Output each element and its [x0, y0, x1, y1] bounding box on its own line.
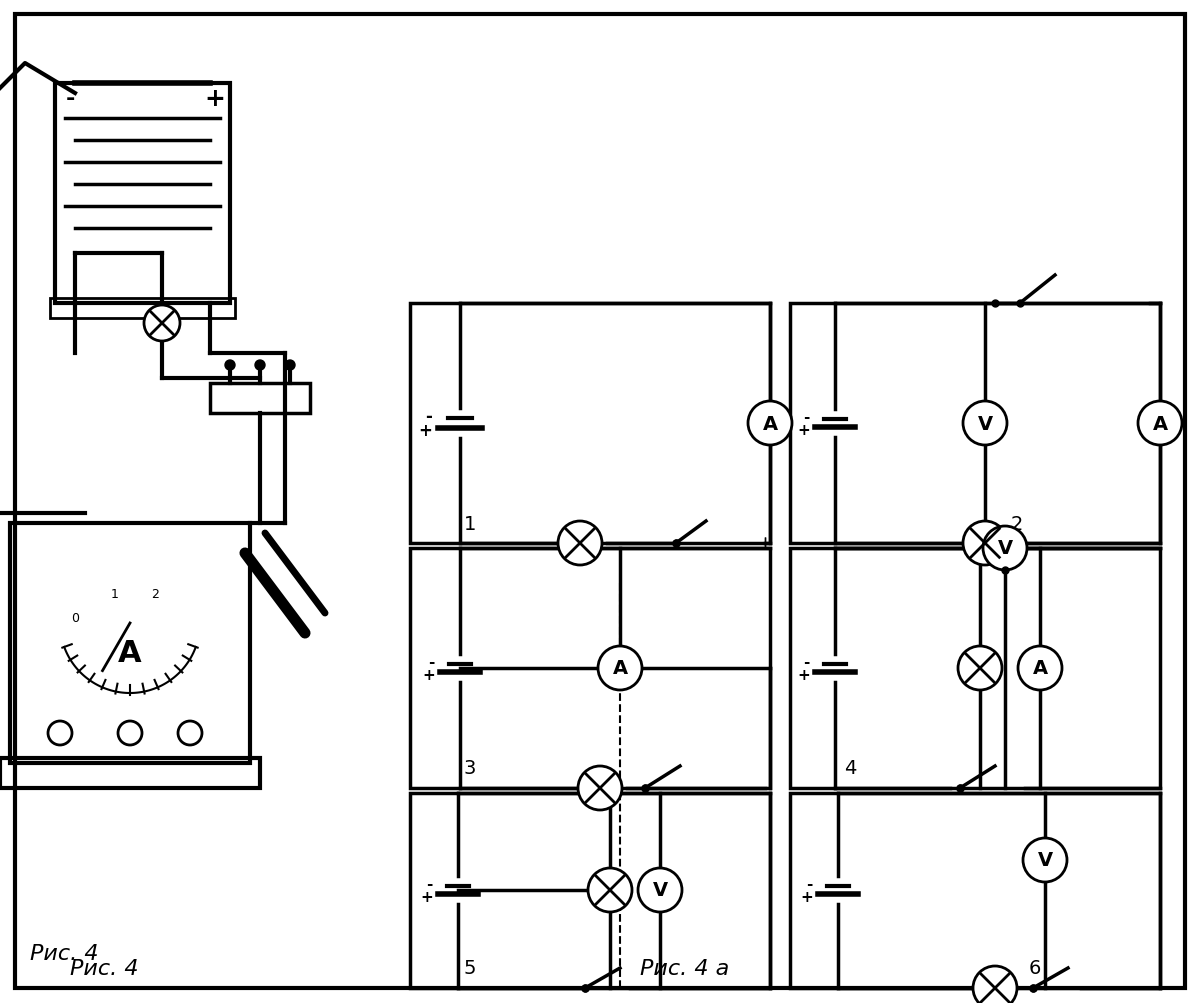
Bar	[410, 549, 770, 788]
Circle shape	[973, 966, 1018, 1003]
Circle shape	[748, 401, 792, 445]
Text: 2: 2	[151, 587, 158, 600]
Text: -: -	[65, 89, 74, 109]
Text: 2: 2	[1010, 514, 1024, 533]
Circle shape	[964, 522, 1007, 566]
Bar	[790, 793, 1160, 988]
Circle shape	[48, 721, 72, 745]
Text: A: A	[762, 414, 778, 433]
Circle shape	[286, 361, 295, 371]
Text: Рис. 4: Рис. 4	[70, 958, 138, 978]
Text: +: +	[800, 890, 812, 904]
Text: -: -	[803, 409, 810, 424]
Text: Рис. 4 а: Рис. 4 а	[640, 958, 730, 978]
Circle shape	[144, 306, 180, 342]
Text: +: +	[422, 667, 434, 682]
Text: V: V	[653, 881, 667, 900]
Circle shape	[118, 721, 142, 745]
Text: A: A	[118, 639, 142, 668]
Text: 6: 6	[1028, 959, 1042, 978]
Bar	[10, 524, 250, 763]
Circle shape	[1018, 646, 1062, 690]
Circle shape	[558, 522, 602, 566]
Text: A: A	[1152, 414, 1168, 433]
Text: -: -	[426, 407, 432, 425]
Bar	[50, 299, 235, 319]
Text: +: +	[204, 87, 226, 111]
Circle shape	[958, 646, 1002, 690]
Circle shape	[1138, 401, 1182, 445]
Text: V: V	[1038, 851, 1052, 870]
Text: -: -	[428, 654, 434, 669]
Bar	[55, 84, 230, 304]
Text: V: V	[997, 539, 1013, 558]
Text: +: +	[797, 667, 810, 682]
Text: 1: 1	[112, 587, 119, 600]
Text: A: A	[1032, 659, 1048, 678]
Bar	[410, 793, 770, 988]
Circle shape	[964, 401, 1007, 445]
Text: -: -	[806, 876, 812, 891]
Text: A: A	[612, 659, 628, 678]
Text: +: +	[420, 890, 433, 904]
Text: 5: 5	[463, 959, 476, 978]
Text: +: +	[797, 422, 810, 437]
Circle shape	[598, 646, 642, 690]
Circle shape	[578, 766, 622, 810]
Bar	[0, 758, 260, 788]
Text: 4: 4	[844, 758, 856, 777]
Bar	[210, 383, 310, 413]
Text: +: +	[419, 422, 432, 439]
Text: Рис. 4: Рис. 4	[30, 943, 98, 963]
Text: V: V	[978, 414, 992, 433]
Text: 1: 1	[464, 514, 476, 533]
Text: -: -	[803, 654, 810, 669]
Text: 0: 0	[71, 612, 79, 625]
Bar	[790, 304, 1160, 544]
Circle shape	[1022, 839, 1067, 882]
Circle shape	[226, 361, 235, 371]
Circle shape	[638, 869, 682, 912]
Bar	[790, 549, 1160, 788]
Circle shape	[588, 869, 632, 912]
Circle shape	[983, 527, 1027, 571]
Bar	[410, 304, 770, 544]
Text: 3: 3	[464, 758, 476, 777]
Text: -: -	[426, 876, 433, 891]
Circle shape	[178, 721, 202, 745]
Circle shape	[256, 361, 265, 371]
